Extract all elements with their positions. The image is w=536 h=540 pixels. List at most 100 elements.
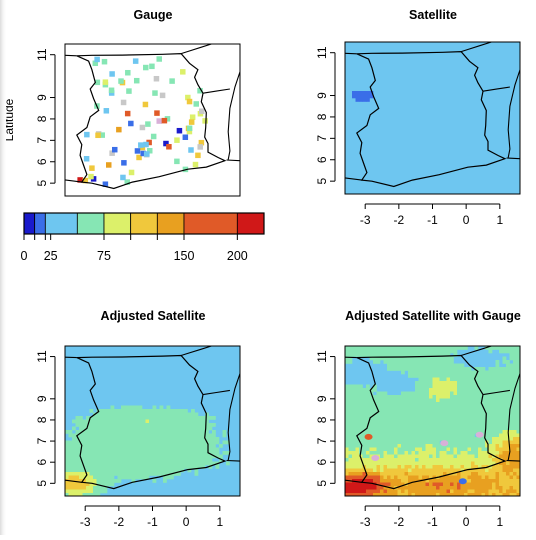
- field-cell: [167, 458, 171, 462]
- field-cell: [496, 434, 500, 438]
- field-cell: [450, 469, 454, 473]
- field-cell: [454, 458, 458, 462]
- field-cell: [415, 423, 419, 427]
- field-cell: [461, 392, 465, 396]
- field-cell: [111, 437, 115, 441]
- field-cell: [391, 483, 395, 487]
- field-cell: [111, 479, 115, 483]
- field-cell: [114, 430, 118, 434]
- field-cell: [373, 472, 377, 476]
- field-cell: [125, 430, 129, 434]
- field-cell: [506, 462, 510, 466]
- field-cell: [429, 371, 433, 375]
- field-cell: [433, 483, 437, 487]
- field-cell: [370, 465, 374, 469]
- field-cell: [394, 472, 398, 476]
- field-cell: [118, 448, 122, 452]
- field-cell: [387, 353, 391, 357]
- field-cell: [492, 402, 496, 406]
- field-cell: [128, 472, 132, 476]
- field-cell: [489, 444, 493, 448]
- field-cell: [499, 409, 503, 413]
- field-cell: [492, 416, 496, 420]
- field-cell: [419, 385, 423, 389]
- field-cell: [443, 371, 447, 375]
- field-cell: [139, 451, 143, 455]
- field-cell: [356, 455, 360, 459]
- field-cell: [450, 360, 454, 364]
- field-cell: [485, 381, 489, 385]
- field-cell: [482, 483, 486, 487]
- field-cell: [83, 490, 87, 494]
- field-cell: [419, 406, 423, 410]
- field-cell: [436, 490, 440, 494]
- gauge-cell: [145, 121, 151, 127]
- field-cell: [443, 430, 447, 434]
- field-cell: [408, 360, 412, 364]
- gauge-cell: [189, 119, 195, 125]
- field-cell: [464, 441, 468, 445]
- field-cell: [135, 465, 139, 469]
- field-cell: [457, 346, 461, 350]
- field-cell: [475, 490, 479, 494]
- field-cell: [415, 490, 419, 494]
- field-cell: [167, 476, 171, 480]
- field-cell: [485, 490, 489, 494]
- field-cell: [370, 423, 374, 427]
- field-cell: [349, 451, 353, 455]
- y-tick-label: 7: [315, 135, 329, 142]
- field-cell: [443, 451, 447, 455]
- field-cell: [149, 469, 153, 473]
- field-cell: [408, 423, 412, 427]
- field-cell: [345, 486, 349, 490]
- field-cell: [97, 423, 101, 427]
- field-cell: [349, 448, 353, 452]
- y-tick-label: 9: [35, 395, 49, 402]
- field-cell: [426, 409, 430, 413]
- field-cell: [146, 469, 150, 473]
- field-cell: [440, 420, 444, 424]
- field-cell: [401, 451, 405, 455]
- field-cell: [503, 437, 507, 441]
- field-cell: [496, 444, 500, 448]
- field-cell: [93, 479, 97, 483]
- field-cell: [412, 430, 416, 434]
- field-cell: [111, 423, 115, 427]
- field-cell: [170, 416, 174, 420]
- field-cell: [394, 427, 398, 431]
- field-cell: [363, 423, 367, 427]
- field-cell: [450, 378, 454, 382]
- field-cell: [104, 423, 108, 427]
- field-cell: [478, 409, 482, 413]
- field-cell: [510, 441, 514, 445]
- field-cell: [429, 441, 433, 445]
- field-cell: [401, 462, 405, 466]
- field-cell: [454, 441, 458, 445]
- field-cell: [72, 486, 76, 490]
- field-cell: [387, 455, 391, 459]
- field-cell: [454, 434, 458, 438]
- field-cell: [125, 455, 129, 459]
- field-cell: [454, 490, 458, 494]
- field-cell: [426, 434, 430, 438]
- field-cell: [433, 388, 437, 392]
- field-cell: [450, 483, 454, 487]
- field-cell: [380, 451, 384, 455]
- field-cell: [401, 469, 405, 473]
- field-cell: [118, 472, 122, 476]
- field-cell: [93, 430, 97, 434]
- field-cell: [69, 483, 73, 487]
- field-cell: [447, 430, 451, 434]
- field-cell: [513, 367, 517, 371]
- y-tick-label: 5: [35, 480, 49, 487]
- field-cell: [447, 392, 451, 396]
- field-cell: [132, 451, 136, 455]
- field-cell: [149, 455, 153, 459]
- field-cell: [212, 434, 216, 438]
- field-cell: [433, 399, 437, 403]
- field-cell: [107, 476, 111, 480]
- field-cell: [496, 409, 500, 413]
- field-cell: [121, 416, 125, 420]
- gauge-cell: [195, 153, 201, 159]
- field-cell: [482, 385, 486, 389]
